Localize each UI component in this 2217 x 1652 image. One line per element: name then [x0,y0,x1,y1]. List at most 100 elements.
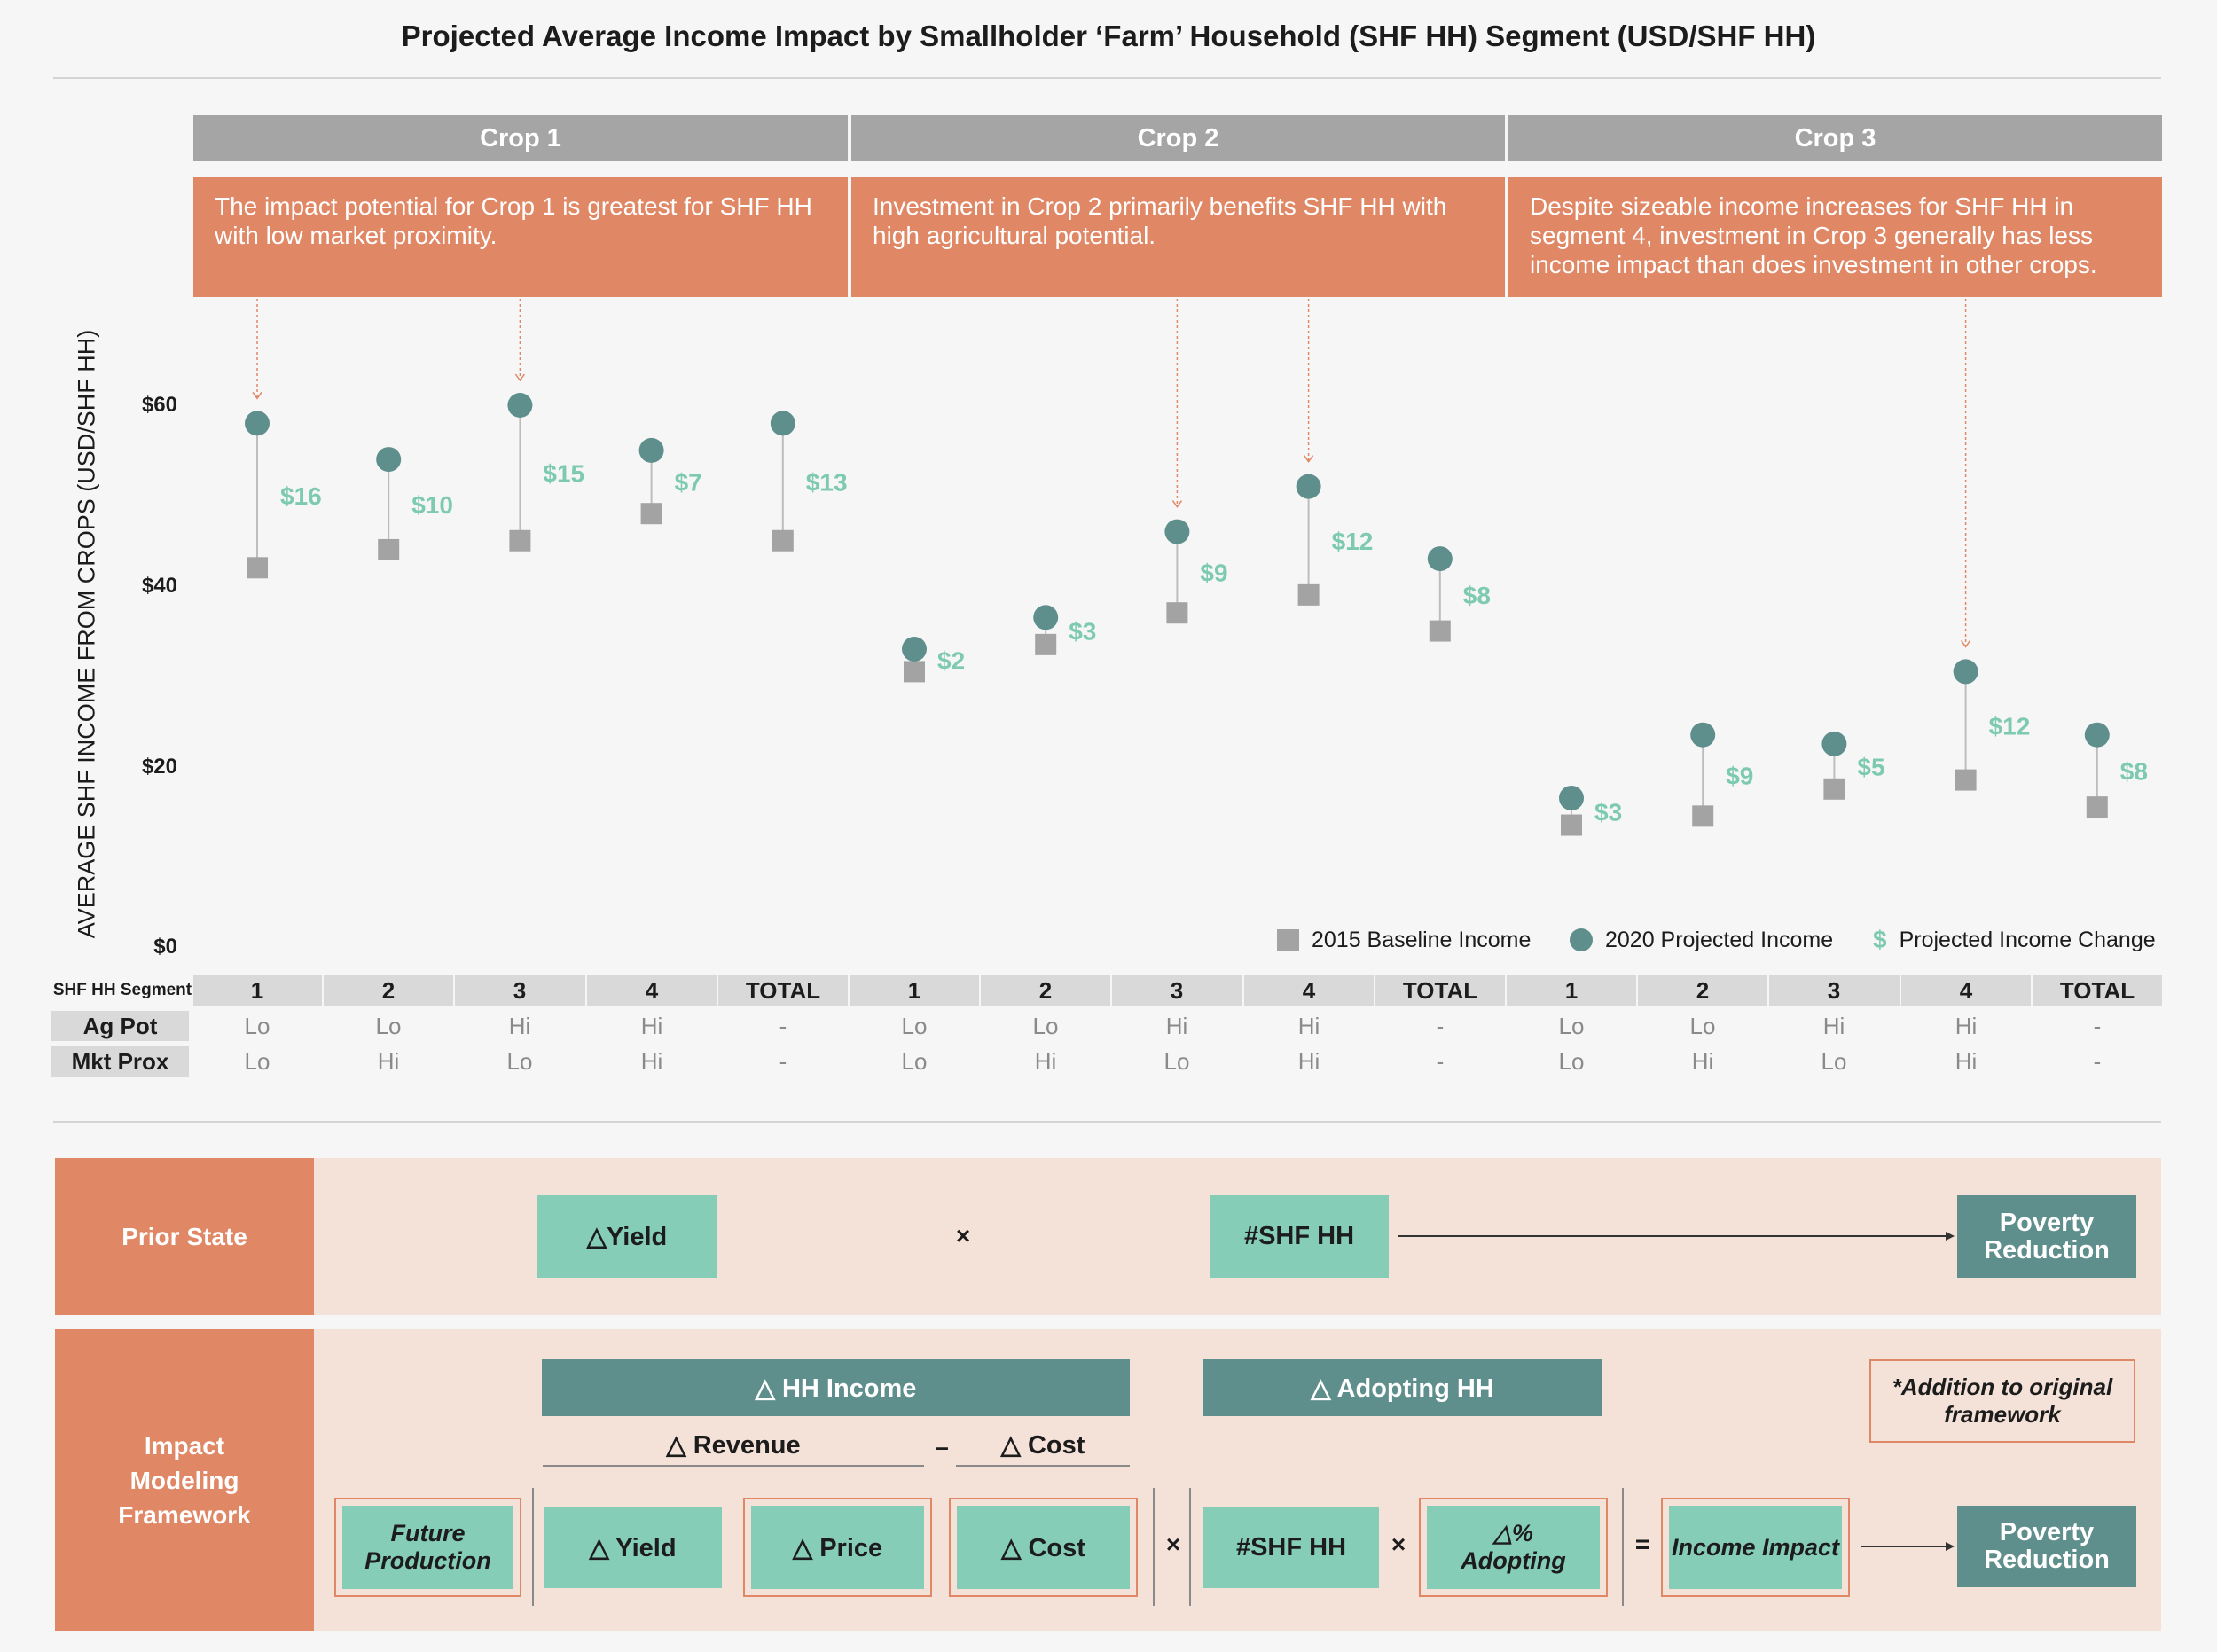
segment-separator-13 [1900,975,1901,1006]
segment-cell-1-1: Hi [377,1047,400,1075]
change-label-12: $5 [1857,753,1884,780]
segment-separator-3 [585,975,587,1006]
segment-cell-1-7: Lo [1163,1047,1190,1075]
segment-cell-1-4: - [779,1047,787,1075]
baseline-marker-5 [904,661,925,683]
segment-cell-0-9: - [1436,1012,1445,1039]
segment-separator-8 [1242,975,1244,1006]
times-sign-2: × [1391,1531,1406,1558]
segment-header-1: 2 [381,976,396,1004]
legend-projected-label: 2020 Projected Income [1605,927,1834,952]
callout-arrowhead-4 [1960,639,1971,648]
projected-marker-9 [1427,546,1453,572]
baseline-marker-2 [509,529,531,552]
projected-marker-3 [638,437,664,463]
segment-header-14: TOTAL [2059,976,2135,1004]
change-label-4: $13 [806,469,848,497]
segment-cell-0-14: - [2093,1012,2102,1039]
baseline-marker-8 [1297,583,1320,606]
section-divider [53,1121,2161,1123]
baseline-marker-13 [1955,769,1977,791]
segment-separator-12 [1767,975,1769,1006]
segment-header-13: 4 [1959,976,1973,1004]
segment-header-4: TOTAL [745,976,821,1004]
impact-poverty-box: Poverty Reduction [1957,1506,2136,1587]
change-label-2: $15 [543,459,584,487]
projected-marker-2 [507,393,533,418]
segment-cell-1-6: Hi [1034,1047,1057,1075]
segment-header-band [193,975,2162,1006]
segment-separator-10 [1505,975,1507,1006]
arrow-right-icon [1398,1232,1955,1241]
price-frame: △ Price [743,1498,932,1597]
segment-cell-0-4: - [779,1012,787,1039]
legend-change: $ Projected Income Change [1873,924,2156,956]
prior-shf-box: #SHF HH [1210,1195,1389,1278]
segment-cell-1-9: - [1436,1047,1445,1075]
segment-cell-1-0: Lo [244,1047,270,1075]
change-label-7: $9 [1200,559,1227,586]
segment-cell-1-14: - [2093,1047,2102,1075]
segment-header-11: 2 [1696,976,1710,1004]
baseline-marker-9 [1429,620,1451,642]
plot-area: $16 $10 $15 $7 $13 $2 $3 $9 $12 $8 $3 $9 $5 $12 $8 [245,299,2148,836]
impact-shf-box: #SHF HH [1203,1507,1379,1588]
projected-marker-10 [1559,785,1584,810]
impact-yield-box: △ Yield [544,1507,722,1588]
projected-marker-7 [1164,519,1190,544]
equals-sign: = [1634,1531,1650,1558]
baseline-marker-11 [1692,805,1714,827]
projected-marker-1 [376,447,402,473]
prior-poverty-box: Poverty Reduction [1957,1195,2136,1278]
pct-adopting-bottom: Adopting [1461,1547,1566,1574]
segment-separator-2 [453,975,455,1006]
legend-projected: 2020 Projected Income [1570,924,1833,956]
segment-cell-1-8: Hi [1297,1047,1320,1075]
minus-sign: – [935,1433,949,1460]
callout-arrowhead-0 [252,391,262,400]
crop-3-header: Crop 3 [1508,115,2162,161]
crop-1-note: The impact potential for Crop 1 is great… [193,177,848,297]
segment-separator-4 [717,975,718,1006]
prior-yield-box: △Yield [537,1195,717,1278]
segment-cell-0-0: Lo [244,1012,270,1039]
segment-cell-0-7: Hi [1165,1012,1188,1039]
segment-header-9: TOTAL [1402,976,1478,1004]
baseline-marker-6 [1035,633,1057,655]
segment-cell-0-1: Lo [375,1012,402,1039]
change-label-6: $3 [1069,618,1096,646]
future-production-frame: Future Production [334,1498,521,1597]
segment-cell-1-2: Lo [506,1047,533,1075]
addition-note: *Addition to original framework [1869,1359,2135,1443]
change-label-9: $8 [1463,582,1491,609]
change-label-10: $3 [1594,798,1622,826]
projected-marker-4 [770,411,795,436]
segment-separator-9 [1374,975,1375,1006]
segment-cell-0-3: Hi [640,1012,663,1039]
circle-marker-icon [1570,928,1593,951]
cost-header-label: △ Cost [956,1429,1130,1467]
callout-arrowhead-2 [1171,500,1183,508]
segment-cell-1-13: Hi [1955,1047,1978,1075]
segment-cell-0-10: Lo [1558,1012,1585,1039]
right-bracket-group [1189,1488,1624,1606]
change-label-8: $12 [1332,528,1374,555]
projected-marker-14 [2084,722,2110,748]
change-label-5: $2 [937,647,965,675]
baseline-marker-0 [247,557,268,579]
callout-arrowhead-1 [514,373,526,382]
callout-arrowhead-3 [1303,455,1314,463]
impact-label: Impact Modeling Framework [55,1329,314,1631]
segment-cell-1-12: Lo [1821,1047,1847,1075]
segment-cell-1-10: Lo [1558,1047,1585,1075]
segment-separator-11 [1636,975,1638,1006]
legend-change-label: Projected Income Change [1899,927,2156,952]
segment-header-5: 1 [907,976,921,1004]
segment-separator-5 [848,975,850,1006]
segment-separator-7 [1110,975,1112,1006]
legend-baseline: 2015 Baseline Income [1277,924,1531,956]
segment-separator-6 [979,975,981,1006]
y-tick-20: $20 [141,755,177,779]
income-impact-box: Income Impact [1669,1506,1842,1589]
segment-header-7: 3 [1170,976,1184,1004]
